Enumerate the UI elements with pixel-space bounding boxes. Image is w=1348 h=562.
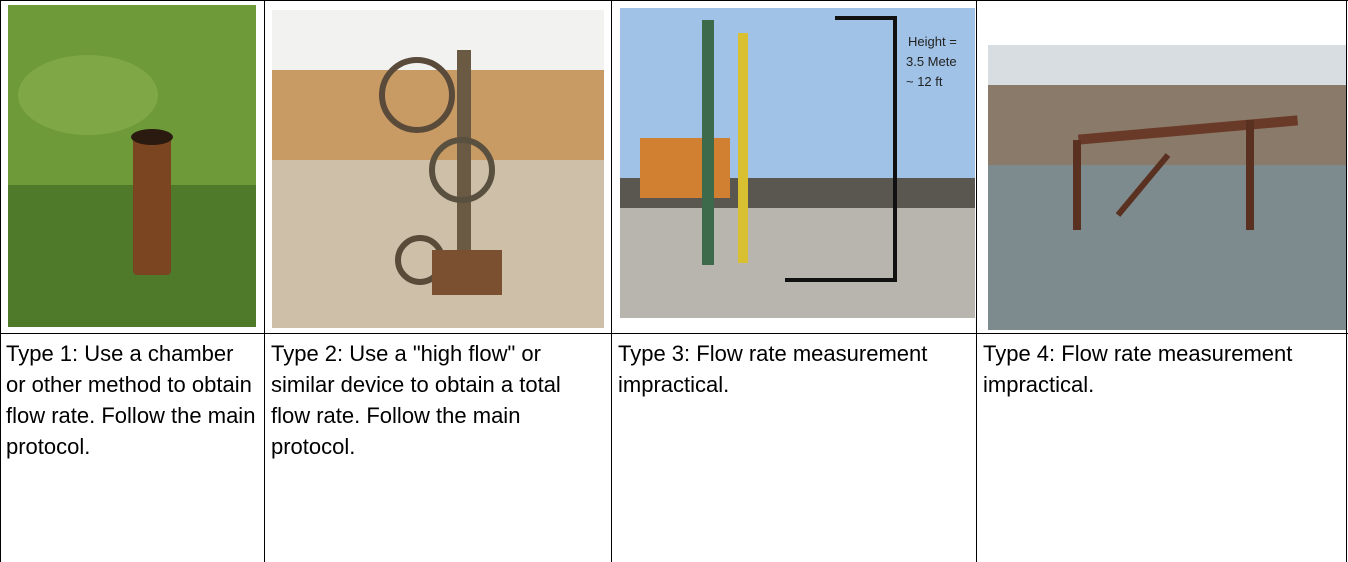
border: [1346, 0, 1347, 562]
caption: Type 2: Use a "high flow" or similar dev…: [271, 341, 561, 459]
caption: Type 1: Use a chamber or other method to…: [6, 341, 256, 459]
border: [0, 333, 1348, 334]
photo-annotation: Height =: [908, 34, 957, 49]
border: [264, 0, 265, 562]
border: [976, 0, 977, 562]
photo-4: [988, 45, 1346, 330]
border: [0, 0, 1348, 1]
photo-2: [272, 10, 604, 328]
border: [611, 0, 612, 562]
photo-annotation: 3.5 Mete: [906, 54, 957, 69]
photo-annotation: ~ 12 ft: [906, 74, 943, 89]
caption: Type 4: Flow rate measurement impractica…: [983, 341, 1293, 397]
caption: Type 3: Flow rate measurement impractica…: [618, 341, 928, 397]
border: [0, 0, 1, 562]
photo-1: [8, 5, 256, 327]
photo-3: Height = 3.5 Mete ~ 12 ft: [620, 8, 975, 318]
